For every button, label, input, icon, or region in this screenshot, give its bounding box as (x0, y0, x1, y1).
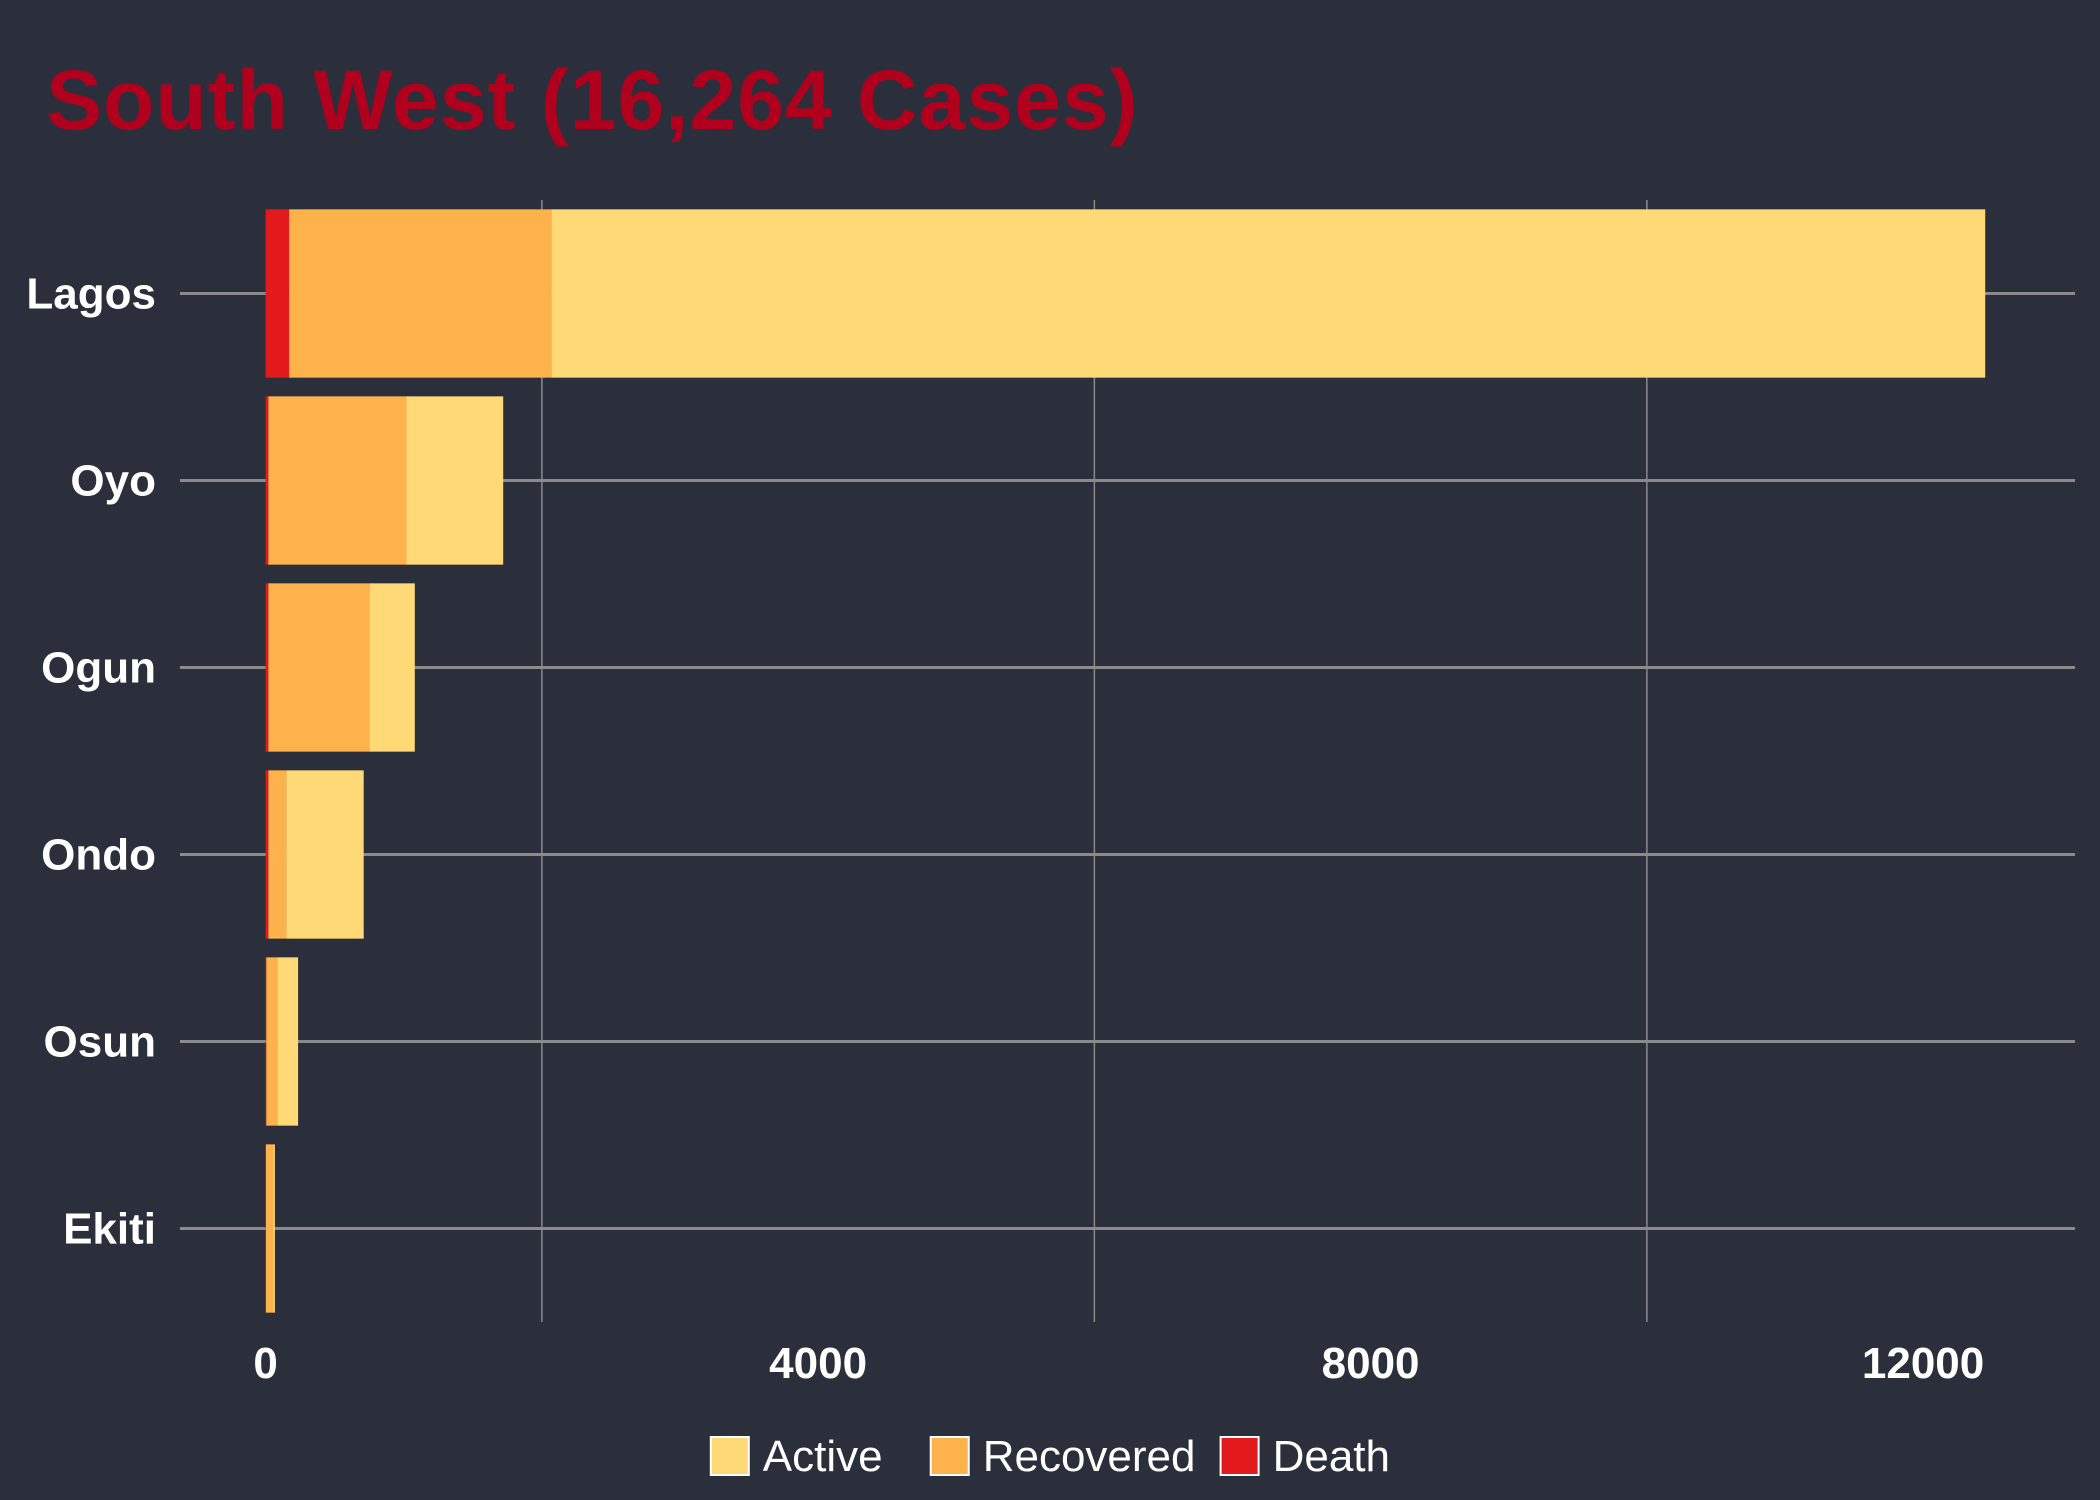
bar-ekiti-active (273, 1144, 275, 1313)
bar-lagos-active (551, 209, 1986, 378)
x-tick-label-4000: 4000 (769, 1339, 867, 1388)
bar-lagos-recovered (289, 209, 552, 378)
bar-osun-active (277, 957, 299, 1126)
bar-oyo-active (406, 396, 504, 565)
y-axis-labels: Lagos Oyo Ogun Ondo Osun Ekiti (26, 270, 156, 1254)
y-tick-label-osun: Osun (44, 1018, 156, 1067)
y-tick-label-ondo: Ondo (41, 831, 156, 880)
x-axis-labels: 0 4000 8000 12000 (253, 1339, 1984, 1388)
chart-title: South West (16,264 Cases) (46, 53, 1139, 147)
legend-key-death (1219, 1436, 1260, 1476)
legend-label-active: Active (763, 1432, 883, 1481)
bar-osun-death (265, 957, 267, 1126)
legend: Active Recovered Death (709, 1432, 1390, 1481)
bar-ogun-active (369, 583, 415, 752)
y-tick-label-lagos: Lagos (26, 270, 156, 319)
bar-lagos-death (265, 209, 290, 378)
x-tick-label-12000: 12000 (1862, 1339, 1984, 1388)
bar-oyo-death (265, 396, 269, 565)
bar-ogun-death (265, 583, 269, 752)
legend-label-death: Death (1273, 1432, 1390, 1481)
x-tick-label-0: 0 (253, 1339, 277, 1388)
legend-label-recovered: Recovered (983, 1432, 1196, 1481)
y-tick-label-oyo: Oyo (70, 457, 156, 506)
bar-ondo-death (265, 770, 269, 939)
legend-key-active (709, 1436, 750, 1476)
bar-ekiti-death (265, 1144, 267, 1313)
bar-oyo-recovered (268, 396, 407, 565)
bar-ekiti-recovered (265, 1144, 274, 1313)
bar-ondo-active (286, 770, 364, 939)
bar-ondo-recovered (268, 770, 287, 939)
y-tick-label-ogun: Ogun (41, 644, 156, 693)
x-tick-label-8000: 8000 (1322, 1339, 1420, 1388)
bar-ogun-recovered (268, 583, 370, 752)
bar-layer (265, 209, 1986, 1313)
bar-osun-recovered (266, 957, 278, 1126)
legend-key-recovered (929, 1436, 970, 1476)
y-tick-label-ekiti: Ekiti (63, 1205, 156, 1254)
